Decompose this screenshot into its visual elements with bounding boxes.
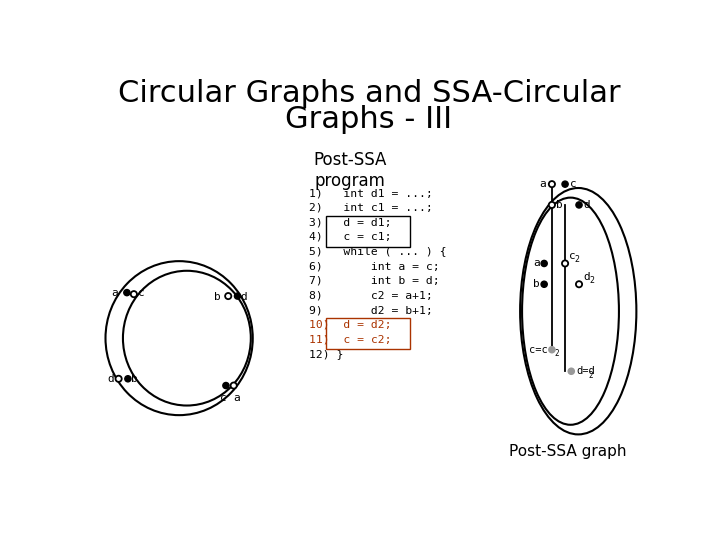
Text: a: a: [540, 179, 546, 189]
Circle shape: [541, 281, 547, 287]
Text: 3)   d = d1;: 3) d = d1;: [310, 217, 392, 227]
Circle shape: [562, 260, 568, 267]
Circle shape: [562, 181, 568, 187]
Text: c=c: c=c: [528, 345, 547, 355]
Text: d: d: [107, 374, 114, 384]
Circle shape: [576, 202, 582, 208]
Text: d: d: [240, 292, 248, 302]
Text: b: b: [556, 200, 562, 210]
Bar: [326, 215, 410, 247]
Text: 12) }: 12) }: [310, 349, 343, 359]
Text: 8)       c2 = a+1;: 8) c2 = a+1;: [310, 291, 433, 300]
Text: 2: 2: [588, 370, 593, 380]
Circle shape: [124, 289, 130, 296]
Text: c: c: [220, 393, 227, 403]
Circle shape: [115, 376, 122, 382]
Text: c: c: [570, 179, 577, 189]
Text: Graphs - III: Graphs - III: [285, 105, 453, 134]
Circle shape: [549, 347, 555, 353]
Text: 5)   while ( ... ) {: 5) while ( ... ) {: [310, 247, 447, 256]
Text: 9)       d2 = b+1;: 9) d2 = b+1;: [310, 305, 433, 315]
Text: a: a: [234, 393, 240, 403]
Text: d: d: [584, 272, 590, 281]
Text: Post-SSA
program: Post-SSA program: [313, 151, 387, 190]
Text: Circular Graphs and SSA-Circular: Circular Graphs and SSA-Circular: [117, 79, 621, 107]
Text: c: c: [138, 288, 145, 299]
Circle shape: [235, 293, 240, 299]
Circle shape: [230, 382, 237, 389]
Circle shape: [225, 293, 231, 299]
Bar: [326, 318, 410, 349]
Text: 7)       int b = d;: 7) int b = d;: [310, 276, 440, 286]
Text: 2)   int c1 = ...;: 2) int c1 = ...;: [310, 202, 433, 213]
Circle shape: [549, 181, 555, 187]
Text: 10)  d = d2;: 10) d = d2;: [310, 320, 392, 329]
Circle shape: [541, 260, 547, 267]
Text: a: a: [111, 288, 117, 298]
Text: c: c: [569, 251, 576, 261]
Text: 11)  c = c2;: 11) c = c2;: [310, 334, 392, 345]
Text: 6)       int a = c;: 6) int a = c;: [310, 261, 440, 271]
Text: b: b: [131, 374, 138, 384]
Text: 2: 2: [575, 255, 580, 264]
Text: b: b: [533, 279, 539, 289]
Text: Post-SSA graph: Post-SSA graph: [510, 444, 627, 458]
Text: 4)   c = c1;: 4) c = c1;: [310, 232, 392, 242]
Text: b: b: [214, 292, 220, 302]
Text: a: a: [533, 259, 539, 268]
Text: 2: 2: [589, 276, 594, 285]
Circle shape: [576, 281, 582, 287]
Text: 1)   int d1 = ...;: 1) int d1 = ...;: [310, 188, 433, 198]
Text: 2: 2: [554, 349, 559, 358]
Circle shape: [125, 376, 131, 382]
Circle shape: [131, 291, 137, 297]
Text: d=d: d=d: [576, 366, 595, 376]
Text: d: d: [584, 200, 590, 210]
Circle shape: [549, 202, 555, 208]
Circle shape: [222, 382, 229, 389]
Circle shape: [568, 368, 575, 374]
